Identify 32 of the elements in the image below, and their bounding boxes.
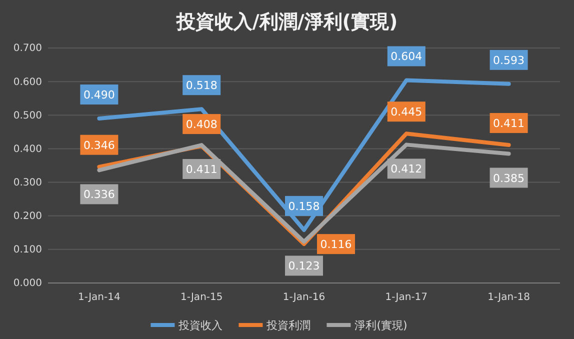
data-label: 0.412: [390, 162, 422, 176]
y-tick-label: 0.700: [13, 43, 42, 54]
data-label: 0.445: [390, 106, 422, 119]
data-label: 0.123: [288, 260, 320, 273]
data-label: 0.158: [288, 200, 320, 213]
legend-label: 淨利(實現): [354, 319, 408, 332]
data-label: 0.593: [493, 54, 525, 67]
x-tick-label: 1-Jan-17: [385, 292, 428, 304]
data-label: 0.385: [493, 172, 525, 185]
y-tick-label: 0.400: [13, 144, 42, 155]
x-tick-label: 1-Jan-18: [488, 292, 530, 304]
legend-label: 投資利潤: [266, 319, 311, 332]
data-label: 0.518: [186, 79, 218, 92]
data-label: 0.411: [493, 117, 525, 130]
data-label: 0.408: [186, 118, 218, 132]
x-tick-label: 1-Jan-14: [78, 292, 120, 304]
y-tick-label: 0.200: [13, 211, 42, 222]
y-tick-label: 0.000: [13, 278, 42, 290]
y-tick-label: 0.300: [13, 177, 42, 188]
y-tick-label: 0.500: [13, 110, 42, 122]
chart-title: 投資收入/利潤/淨利(實現): [175, 11, 398, 33]
data-label: 0.336: [83, 188, 115, 202]
x-tick-label: 1-Jan-16: [282, 292, 326, 304]
y-tick-label: 0.100: [13, 244, 42, 256]
x-tick-label: 1-Jan-15: [180, 292, 223, 304]
data-label: 0.490: [83, 88, 115, 102]
data-label: 0.411: [186, 163, 218, 176]
data-label: 0.604: [390, 50, 422, 64]
y-tick-label: 0.600: [13, 76, 42, 88]
legend-label: 投資收入: [178, 319, 223, 332]
data-label: 0.346: [83, 138, 115, 152]
data-label: 0.116: [320, 238, 352, 252]
